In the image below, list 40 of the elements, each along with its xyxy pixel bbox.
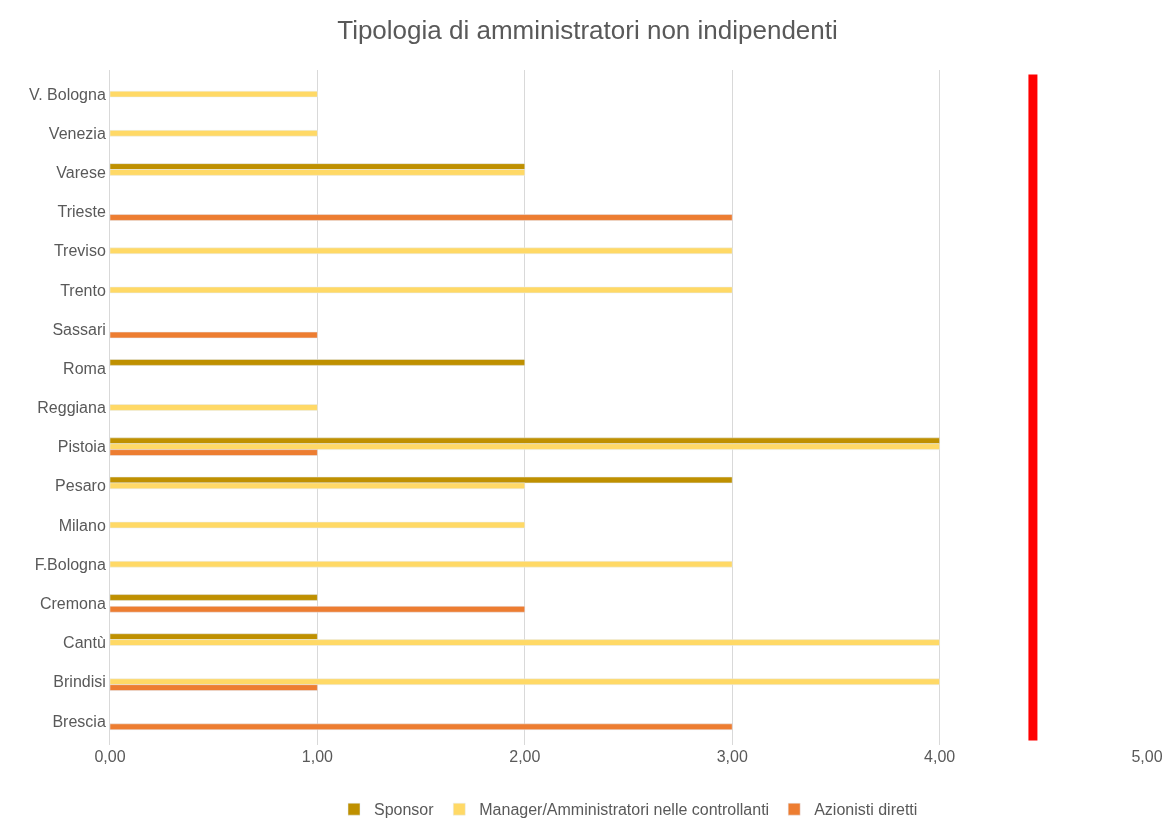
y-tick-label: F.Bologna (34, 555, 106, 573)
bar (110, 723, 733, 730)
bar (110, 404, 318, 411)
x-tick-label: 0,00 (94, 748, 126, 765)
y-tick-label: Cantù (63, 634, 106, 652)
y-tick-label: Cremona (39, 594, 106, 612)
legend-label: Manager/Amministratori nelle controllanti (479, 801, 770, 819)
bar (110, 359, 526, 366)
y-tick-label: Brindisi (53, 673, 106, 691)
legend-label: Sponsor (374, 801, 435, 819)
bar (110, 331, 318, 339)
x-tick-label: 5,00 (1131, 748, 1163, 765)
bar (110, 606, 526, 613)
y-tick-label: Pistoia (57, 438, 106, 456)
x-tick-label: 4,00 (924, 748, 956, 765)
x-tick-label: 2,00 (509, 748, 541, 765)
y-tick-label: Reggiana (37, 399, 106, 417)
bar (110, 594, 318, 601)
y-tick-label: Trieste (57, 203, 106, 221)
y-tick-label: Venezia (48, 124, 106, 142)
y-tick-label: Sassari (52, 320, 106, 338)
legend-label: Azionisti diretti (814, 801, 918, 819)
y-tick-label: Milano (58, 516, 106, 534)
y-tick-label: Roma (63, 359, 106, 377)
y-tick-label: Pesaro (55, 477, 106, 495)
y-tick-label: Varese (56, 164, 106, 182)
y-tick-label: Brescia (52, 712, 106, 730)
bar (110, 286, 733, 294)
bar (110, 130, 318, 137)
bar (110, 561, 733, 568)
bar (110, 90, 318, 98)
x-tick-label: 1,00 (301, 748, 334, 765)
bar (110, 214, 733, 221)
y-tick-label: Trento (60, 281, 106, 299)
chart-title: Tipologia di amministratori non indipendenti (337, 15, 838, 46)
bar (110, 521, 526, 529)
x-tick-label: 3,00 (716, 748, 748, 765)
bar (110, 247, 733, 254)
y-tick-label: V. Bologna (28, 85, 106, 103)
y-tick-label: Treviso (53, 242, 106, 260)
